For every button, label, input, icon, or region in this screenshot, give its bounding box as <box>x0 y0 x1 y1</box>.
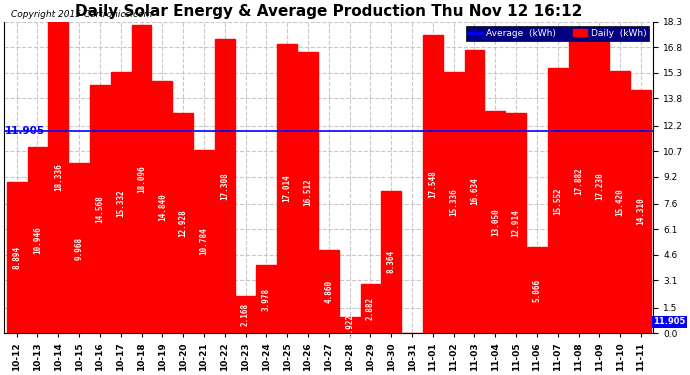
Text: 18.336: 18.336 <box>54 163 63 191</box>
Text: 4.860: 4.860 <box>324 280 333 303</box>
Text: 17.014: 17.014 <box>283 174 292 202</box>
Bar <box>132 25 151 333</box>
Bar <box>464 50 484 333</box>
Bar <box>7 182 26 333</box>
Bar <box>257 266 276 333</box>
Bar <box>69 164 89 333</box>
Bar <box>28 147 48 333</box>
Bar <box>90 85 110 333</box>
Bar <box>111 72 130 333</box>
Text: 17.308: 17.308 <box>220 172 229 200</box>
Text: 0.922: 0.922 <box>345 314 354 337</box>
Bar <box>361 284 380 333</box>
Bar <box>506 113 526 333</box>
Text: 15.336: 15.336 <box>449 189 458 216</box>
Title: Daily Solar Energy & Average Production Thu Nov 12 16:12: Daily Solar Energy & Average Production … <box>75 4 582 19</box>
Bar <box>548 69 568 333</box>
Text: 12.914: 12.914 <box>511 209 521 237</box>
Bar <box>631 90 651 333</box>
Text: 3.978: 3.978 <box>262 288 271 311</box>
Text: 2.168: 2.168 <box>241 303 250 326</box>
Text: 5.066: 5.066 <box>533 278 542 302</box>
Text: 14.840: 14.840 <box>158 193 167 221</box>
Bar <box>589 40 609 333</box>
Bar <box>236 296 255 333</box>
Bar <box>527 247 546 333</box>
Text: 9.968: 9.968 <box>75 237 83 260</box>
Text: 10.784: 10.784 <box>199 228 208 255</box>
Text: 17.230: 17.230 <box>595 172 604 200</box>
Text: 16.634: 16.634 <box>470 178 479 206</box>
Text: 8.894: 8.894 <box>12 246 21 269</box>
Bar <box>382 191 401 333</box>
Bar <box>569 29 589 333</box>
Bar <box>610 71 630 333</box>
Text: 11.905: 11.905 <box>6 126 46 135</box>
Text: 17.548: 17.548 <box>428 170 437 198</box>
Text: 12.928: 12.928 <box>179 209 188 237</box>
Bar <box>485 111 505 333</box>
Bar <box>423 34 443 333</box>
Bar <box>319 251 339 333</box>
Text: 14.310: 14.310 <box>636 198 645 225</box>
Bar <box>173 113 193 333</box>
Bar <box>152 81 172 333</box>
Text: 2.882: 2.882 <box>366 297 375 320</box>
Text: 15.332: 15.332 <box>116 189 125 216</box>
Legend: Average  (kWh), Daily  (kWh): Average (kWh), Daily (kWh) <box>466 26 649 40</box>
Bar <box>444 72 464 333</box>
Bar <box>48 21 68 333</box>
Bar <box>277 44 297 333</box>
Text: Copyright 2015 Cartronics.com: Copyright 2015 Cartronics.com <box>10 10 152 19</box>
Bar <box>194 150 214 333</box>
Text: 14.568: 14.568 <box>95 195 104 223</box>
Text: 11.905: 11.905 <box>653 318 686 327</box>
Bar <box>339 317 359 333</box>
Text: 15.552: 15.552 <box>553 187 562 214</box>
Text: 10.946: 10.946 <box>33 226 42 254</box>
Text: 13.050: 13.050 <box>491 208 500 236</box>
Bar <box>215 39 235 333</box>
Bar <box>298 52 318 333</box>
Text: 16.512: 16.512 <box>304 179 313 207</box>
Text: 8.364: 8.364 <box>386 251 396 273</box>
Text: 15.420: 15.420 <box>615 188 624 216</box>
Text: 18.096: 18.096 <box>137 165 146 193</box>
Text: 17.882: 17.882 <box>574 167 583 195</box>
